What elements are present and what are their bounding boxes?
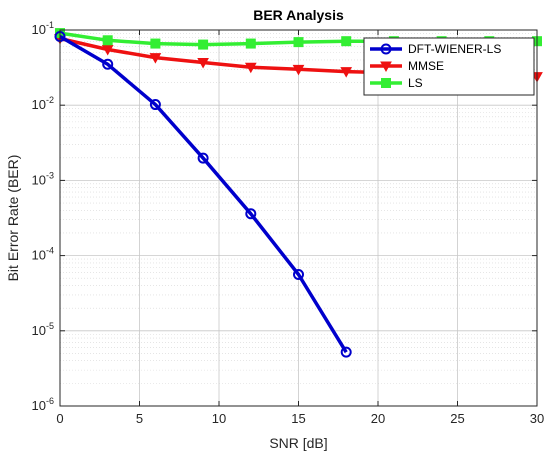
data-point [102, 58, 114, 70]
data-point [102, 35, 113, 46]
legend: DFT-WIENER-LS MMSE LS [363, 37, 535, 96]
legend-label: MMSE [408, 59, 444, 73]
data-point [340, 346, 352, 358]
data-point [245, 38, 256, 49]
x-tick-label: 5 [136, 411, 143, 426]
y-tick-label: 10-4 [32, 246, 54, 263]
legend-marker [380, 61, 392, 73]
data-point [198, 39, 209, 50]
y-tick-label: 10-6 [32, 396, 54, 413]
x-tick-label: 15 [291, 411, 305, 426]
data-point [101, 45, 114, 56]
y-tick-label: 10-5 [32, 321, 54, 338]
legend-marker [380, 43, 392, 55]
data-point [197, 152, 209, 164]
data-point [149, 99, 161, 111]
data-point [293, 269, 304, 281]
data-point [149, 53, 162, 64]
legend-label: DFT-WIENER-LS [408, 42, 501, 56]
data-point [341, 36, 352, 47]
y-tick-label: 10-3 [32, 170, 54, 187]
x-tick-label: 20 [371, 411, 385, 426]
data-point [244, 62, 257, 74]
data-point [292, 64, 305, 76]
y-tick-label: 10-1 [32, 20, 54, 37]
x-tick-label: 25 [450, 411, 464, 426]
y-axis-label: Bit Error Rate (BER) [5, 155, 21, 282]
legend-marker [381, 78, 391, 88]
data-point [245, 208, 257, 220]
series-line [59, 34, 348, 354]
x-tick-label: 0 [56, 411, 63, 426]
chart-title: BER Analysis [253, 7, 344, 23]
data-point [340, 67, 353, 78]
data-point [293, 37, 304, 48]
data-point [197, 57, 209, 69]
x-tick-label: 30 [530, 411, 544, 426]
data-point [150, 38, 161, 49]
y-tick-label: 10-2 [32, 95, 54, 112]
x-axis-label: SNR [dB] [269, 435, 327, 451]
legend-label: LS [408, 76, 423, 90]
axis-ticks: 10-6 10-5 10-4 10-3 10-2 10-1 0 5 10 15 20 25 30 [32, 20, 545, 426]
x-tick-label: 10 [212, 411, 226, 426]
